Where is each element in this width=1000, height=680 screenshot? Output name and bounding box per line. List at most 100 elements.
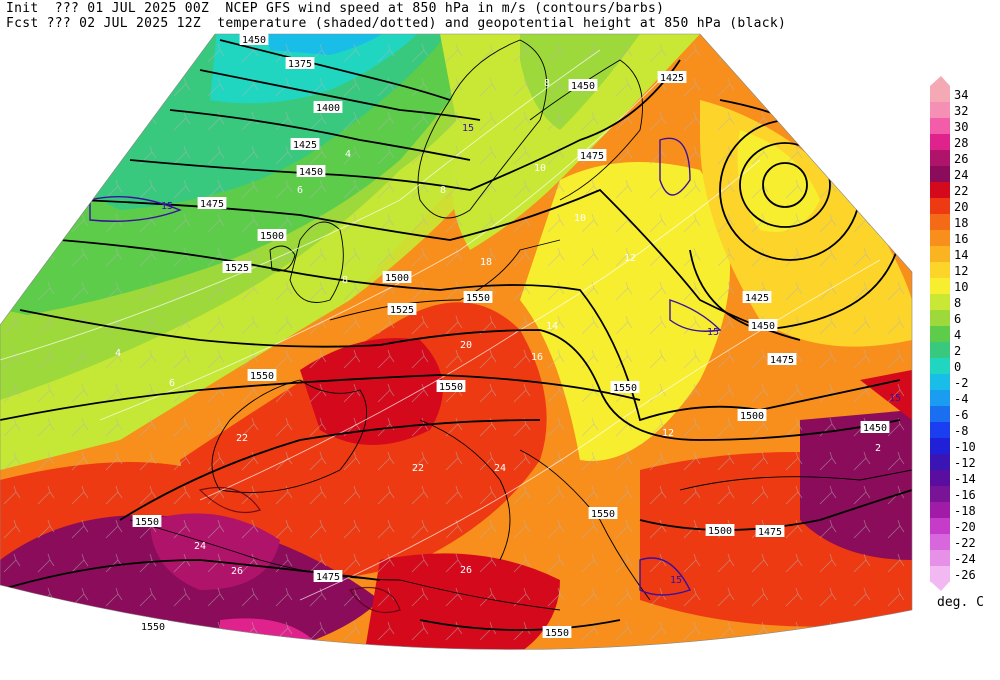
colorbar-label: 20 bbox=[954, 200, 969, 214]
temperature-label: 26 bbox=[460, 565, 472, 576]
colorbar-swatch bbox=[930, 198, 950, 214]
colorbar-label: -18 bbox=[954, 504, 976, 518]
colorbar-label: 28 bbox=[954, 136, 969, 150]
colorbar-label: -8 bbox=[954, 424, 969, 438]
colorbar-label: -26 bbox=[954, 568, 976, 582]
colorbar-label: 8 bbox=[954, 296, 962, 310]
colorbar-swatch bbox=[930, 342, 950, 358]
colorbar-swatch bbox=[930, 166, 950, 182]
colorbar-label: 14 bbox=[954, 248, 969, 262]
colorbar-swatch bbox=[930, 438, 950, 454]
wind-label: 15 bbox=[707, 327, 719, 338]
height-label: 1500 bbox=[385, 273, 409, 284]
height-label: 1550 bbox=[439, 382, 463, 393]
height-label: 1550 bbox=[545, 628, 569, 639]
temperature-colorbar: 34 32 30 28 26 24 22 20 18 16 14 12 10 8 6 4 2 0 -2 -4 -6 -8-… bbox=[930, 76, 1000, 626]
colorbar-swatch bbox=[930, 262, 950, 278]
colorbar-label: 2 bbox=[954, 344, 962, 358]
temperature-label: 24 bbox=[494, 463, 506, 474]
colorbar-swatch bbox=[930, 182, 950, 198]
colorbar-label: 30 bbox=[954, 120, 969, 134]
wind-label: 15 bbox=[889, 393, 901, 404]
colorbar-label: -4 bbox=[954, 392, 969, 406]
colorbar-label: -10 bbox=[954, 440, 976, 454]
colorbar-swatch bbox=[930, 406, 950, 422]
colorbar-label: 24 bbox=[954, 168, 969, 182]
wind-label: 15 bbox=[462, 123, 474, 134]
height-label: 1400 bbox=[316, 103, 340, 114]
temperature-label: 6 bbox=[169, 378, 175, 389]
height-label: 1550 bbox=[135, 517, 159, 528]
colorbar-label: 6 bbox=[954, 312, 962, 326]
colorbar-label: 16 bbox=[954, 232, 969, 246]
height-label: 1450 bbox=[863, 423, 887, 434]
height-label: 1550 bbox=[466, 293, 490, 304]
colorbar-label: -12 bbox=[954, 456, 976, 470]
colorbar-swatch bbox=[930, 518, 950, 534]
colorbar-swatch bbox=[930, 486, 950, 502]
temperature-label: 12 bbox=[624, 253, 636, 264]
height-label: 1500 bbox=[708, 526, 732, 537]
height-label: 1450 bbox=[242, 35, 266, 46]
colorbar-label: 34 bbox=[954, 88, 969, 102]
temperature-label: 24 bbox=[194, 541, 206, 552]
init-title-line: Init ??? 01 JUL 2025 00Z NCEP GFS wind s… bbox=[6, 1, 665, 16]
temperature-label: 14 bbox=[546, 321, 558, 332]
colorbar-swatch bbox=[930, 278, 950, 294]
height-label: 1475 bbox=[200, 199, 224, 210]
colorbar-swatch bbox=[930, 246, 950, 262]
wind-label: 15 bbox=[161, 201, 173, 212]
colorbar-swatch bbox=[930, 550, 950, 566]
colorbar-swatch bbox=[930, 134, 950, 150]
colorbar-label: -22 bbox=[954, 536, 976, 550]
height-label: 1475 bbox=[770, 355, 794, 366]
colorbar-swatch bbox=[930, 358, 950, 374]
colorbar-swatch bbox=[930, 118, 950, 134]
height-label: 1475 bbox=[580, 151, 604, 162]
height-label: 1425 bbox=[745, 293, 769, 304]
colorbar-label: -16 bbox=[954, 488, 976, 502]
temperature-label: 8 bbox=[544, 78, 550, 89]
colorbar-swatch bbox=[930, 294, 950, 310]
colorbar-swatch bbox=[930, 150, 950, 166]
colorbar-top-arrow bbox=[930, 76, 950, 86]
colorbar-label: -14 bbox=[954, 472, 976, 486]
colorbar-swatch bbox=[930, 230, 950, 246]
height-label: 1550 bbox=[250, 371, 274, 382]
height-label: 1525 bbox=[225, 263, 249, 274]
height-label: 1500 bbox=[260, 231, 284, 242]
wind-labels: 15 15 15 15 15 bbox=[161, 123, 901, 586]
colorbar-label: 0 bbox=[954, 360, 962, 374]
temperature-shading bbox=[0, 34, 912, 650]
colorbar-label: -2 bbox=[954, 376, 969, 390]
colorbar-label: -20 bbox=[954, 520, 976, 534]
weather-map: 1450 1375 1400 1425 1450 1475 1500 1525 1500 1525… bbox=[0, 33, 913, 650]
temperature-label: 4 bbox=[345, 149, 351, 160]
colorbar-swatch bbox=[930, 102, 950, 118]
height-label: 1525 bbox=[390, 305, 414, 316]
height-label: 1425 bbox=[293, 140, 317, 151]
temperature-label: 4 bbox=[115, 348, 121, 359]
colorbar-swatch bbox=[930, 390, 950, 406]
height-label: 1450 bbox=[751, 321, 775, 332]
temperature-label: 16 bbox=[531, 352, 543, 363]
colorbar-unit-label: deg. C bbox=[937, 595, 984, 610]
temperature-label: 22 bbox=[412, 463, 424, 474]
height-label: 1475 bbox=[758, 527, 782, 538]
height-label: 1550 bbox=[591, 509, 615, 520]
temperature-label: 12 bbox=[662, 428, 674, 439]
colorbar-swatch bbox=[930, 86, 950, 102]
colorbar-swatch bbox=[930, 310, 950, 326]
colorbar-swatch bbox=[930, 326, 950, 342]
temperature-label: 8 bbox=[440, 185, 446, 196]
colorbar-label: 12 bbox=[954, 264, 969, 278]
height-label: 1425 bbox=[660, 73, 684, 84]
temperature-label: 26 bbox=[231, 566, 243, 577]
colorbar-swatch bbox=[930, 454, 950, 470]
colorbar-swatch bbox=[930, 214, 950, 230]
height-label: 1475 bbox=[316, 572, 340, 583]
colorbar-label: 32 bbox=[954, 104, 969, 118]
colorbar-label: 4 bbox=[954, 328, 962, 342]
temperature-label: 18 bbox=[480, 257, 492, 268]
